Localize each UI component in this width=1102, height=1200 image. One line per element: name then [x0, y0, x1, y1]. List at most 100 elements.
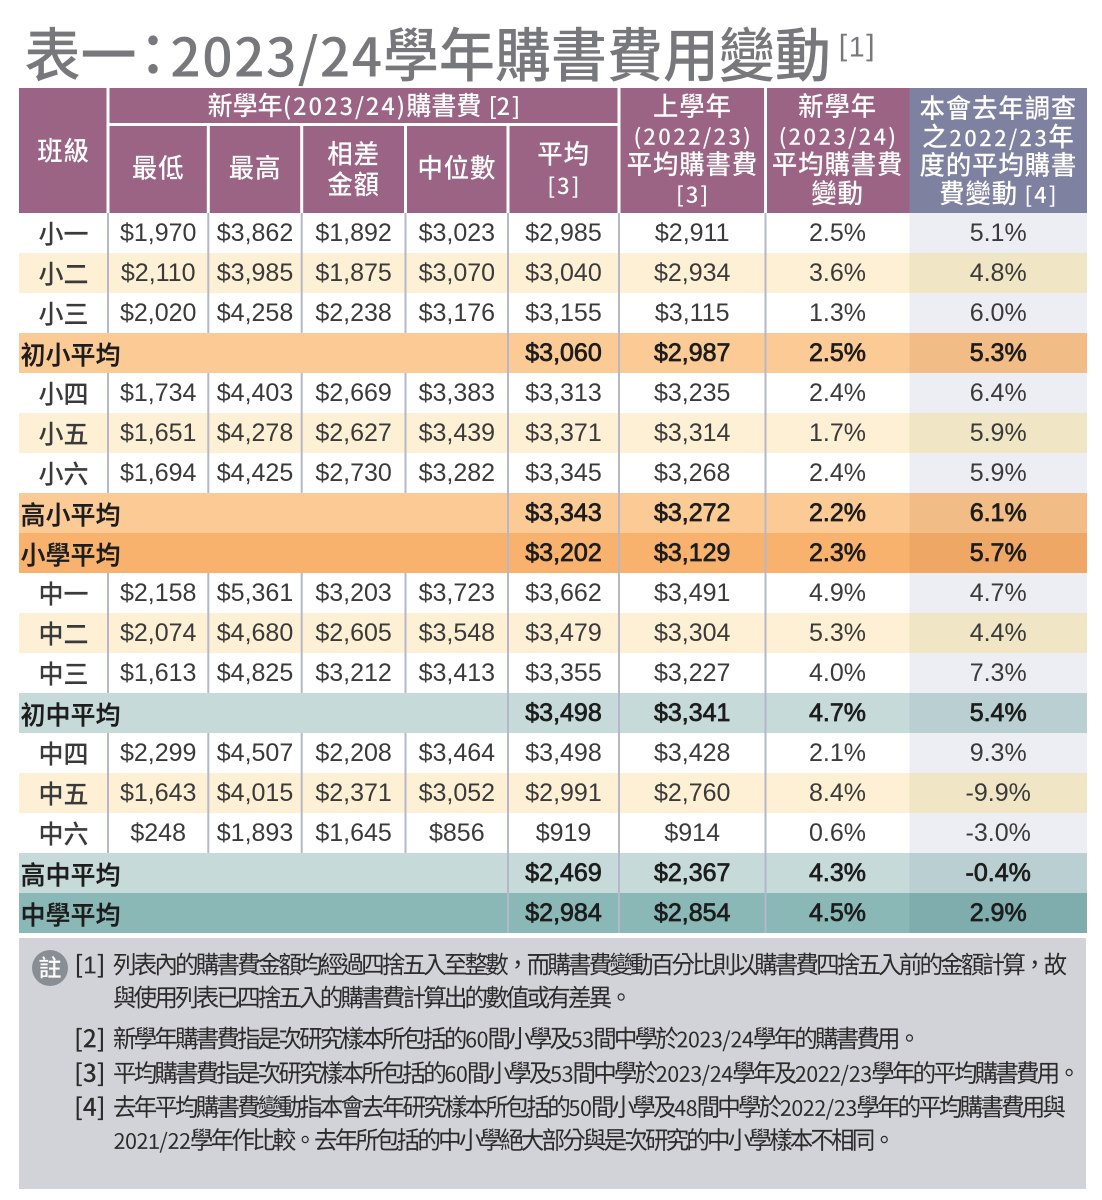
svg-text:2.5%: 2.5%: [809, 219, 866, 247]
svg-text:$4,258: $4,258: [217, 299, 293, 327]
svg-text:2.4%: 2.4%: [809, 379, 866, 407]
svg-text:$3,202: $3,202: [525, 539, 601, 567]
svg-text:2.4%: 2.4%: [809, 459, 866, 487]
svg-text:$3,383: $3,383: [419, 379, 495, 407]
svg-text:$1,643: $1,643: [120, 779, 196, 807]
svg-text:8.4%: 8.4%: [809, 779, 866, 807]
svg-text:$2,987: $2,987: [654, 339, 730, 367]
svg-text:$2,605: $2,605: [315, 619, 391, 647]
svg-text:$3,548: $3,548: [419, 619, 495, 647]
svg-text:$5,361: $5,361: [217, 579, 293, 607]
svg-text:$3,115: $3,115: [655, 299, 730, 327]
svg-text:4.7%: 4.7%: [809, 699, 866, 727]
svg-text:$3,498: $3,498: [525, 739, 601, 767]
svg-text:$3,023: $3,023: [419, 219, 495, 247]
svg-text:$3,355: $3,355: [525, 659, 601, 687]
svg-text:$1,893: $1,893: [217, 819, 293, 847]
svg-text:$2,627: $2,627: [315, 419, 391, 447]
svg-text:$3,304: $3,304: [654, 619, 731, 647]
svg-text:$1,892: $1,892: [315, 219, 391, 247]
svg-text:$3,129: $3,129: [654, 539, 730, 567]
svg-text:$3,176: $3,176: [419, 299, 495, 327]
svg-text:$4,507: $4,507: [217, 739, 293, 767]
svg-text:$3,341: $3,341: [654, 699, 730, 727]
svg-text:$3,235: $3,235: [654, 379, 730, 407]
svg-text:$2,934: $2,934: [654, 259, 731, 287]
svg-text:$2,911: $2,911: [655, 219, 730, 247]
svg-text:$3,413: $3,413: [419, 659, 495, 687]
svg-text:$2,991: $2,991: [525, 779, 601, 807]
svg-text:6.4%: 6.4%: [970, 379, 1027, 407]
svg-text:5.4%: 5.4%: [970, 699, 1027, 727]
svg-text:$2,854: $2,854: [654, 899, 731, 927]
svg-text:2.9%: 2.9%: [970, 899, 1027, 927]
svg-text:$1,970: $1,970: [120, 219, 196, 247]
svg-text:$3,662: $3,662: [525, 579, 601, 607]
svg-text:4.5%: 4.5%: [809, 899, 866, 927]
svg-text:6.0%: 6.0%: [970, 299, 1027, 327]
svg-text:7.3%: 7.3%: [970, 659, 1027, 687]
svg-text:$2,110: $2,110: [121, 259, 196, 287]
svg-text:$1,734: $1,734: [120, 379, 197, 407]
svg-text:$3,272: $3,272: [654, 499, 730, 527]
svg-text:2.1%: 2.1%: [809, 739, 866, 767]
svg-text:$3,282: $3,282: [419, 459, 495, 487]
svg-text:$2,367: $2,367: [654, 859, 730, 887]
svg-text:5.1%: 5.1%: [970, 219, 1027, 247]
svg-text:$2,985: $2,985: [525, 219, 601, 247]
svg-text:$3,343: $3,343: [525, 499, 601, 527]
svg-text:$3,052: $3,052: [419, 779, 495, 807]
svg-text:$3,464: $3,464: [419, 739, 496, 767]
svg-text:1.3%: 1.3%: [809, 299, 866, 327]
svg-text:$2,158: $2,158: [120, 579, 196, 607]
svg-text:$3,491: $3,491: [654, 579, 730, 607]
svg-text:$2,730: $2,730: [315, 459, 391, 487]
svg-text:5.9%: 5.9%: [970, 459, 1027, 487]
svg-text:$3,371: $3,371: [525, 419, 601, 447]
svg-text:$3,428: $3,428: [654, 739, 730, 767]
svg-text:$1,875: $1,875: [315, 259, 391, 287]
svg-text:$3,203: $3,203: [315, 579, 391, 607]
svg-text:$1,645: $1,645: [315, 819, 391, 847]
svg-text:$3,479: $3,479: [525, 619, 601, 647]
svg-text:4.0%: 4.0%: [809, 659, 866, 687]
svg-text:$4,403: $4,403: [217, 379, 293, 407]
svg-text:9.3%: 9.3%: [970, 739, 1027, 767]
svg-text:$4,680: $4,680: [217, 619, 293, 647]
svg-text:3.6%: 3.6%: [809, 259, 866, 287]
svg-text:$2,074: $2,074: [120, 619, 197, 647]
svg-text:4.8%: 4.8%: [970, 259, 1027, 287]
svg-text:-3.0%: -3.0%: [966, 819, 1031, 847]
svg-text:$3,439: $3,439: [419, 419, 495, 447]
svg-text:5.3%: 5.3%: [970, 339, 1027, 367]
svg-text:5.3%: 5.3%: [809, 619, 866, 647]
svg-text:$1,651: $1,651: [120, 419, 196, 447]
svg-text:$856: $856: [429, 819, 485, 847]
svg-text:$3,314: $3,314: [654, 419, 731, 447]
svg-text:$4,425: $4,425: [217, 459, 293, 487]
svg-text:$4,278: $4,278: [217, 419, 293, 447]
svg-text:4.9%: 4.9%: [809, 579, 866, 607]
svg-text:$2,299: $2,299: [120, 739, 196, 767]
svg-text:$3,070: $3,070: [419, 259, 495, 287]
svg-text:$2,371: $2,371: [315, 779, 391, 807]
svg-text:$1,613: $1,613: [120, 659, 196, 687]
svg-text:2.3%: 2.3%: [809, 539, 866, 567]
svg-text:$3,060: $3,060: [525, 339, 601, 367]
svg-text:0.6%: 0.6%: [809, 819, 866, 847]
svg-text:$3,268: $3,268: [654, 459, 730, 487]
svg-text:$1,694: $1,694: [120, 459, 197, 487]
svg-text:1.7%: 1.7%: [809, 419, 866, 447]
svg-text:$919: $919: [536, 819, 592, 847]
svg-text:$3,723: $3,723: [419, 579, 495, 607]
svg-text:2.2%: 2.2%: [809, 499, 866, 527]
svg-text:$3,227: $3,227: [654, 659, 730, 687]
svg-text:$3,862: $3,862: [217, 219, 293, 247]
svg-text:5.7%: 5.7%: [970, 539, 1027, 567]
svg-text:$2,020: $2,020: [120, 299, 196, 327]
svg-text:$2,238: $2,238: [315, 299, 391, 327]
svg-text:$3,985: $3,985: [217, 259, 293, 287]
svg-text:$3,498: $3,498: [525, 699, 601, 727]
svg-text:$3,345: $3,345: [525, 459, 601, 487]
svg-text:-9.9%: -9.9%: [966, 779, 1031, 807]
